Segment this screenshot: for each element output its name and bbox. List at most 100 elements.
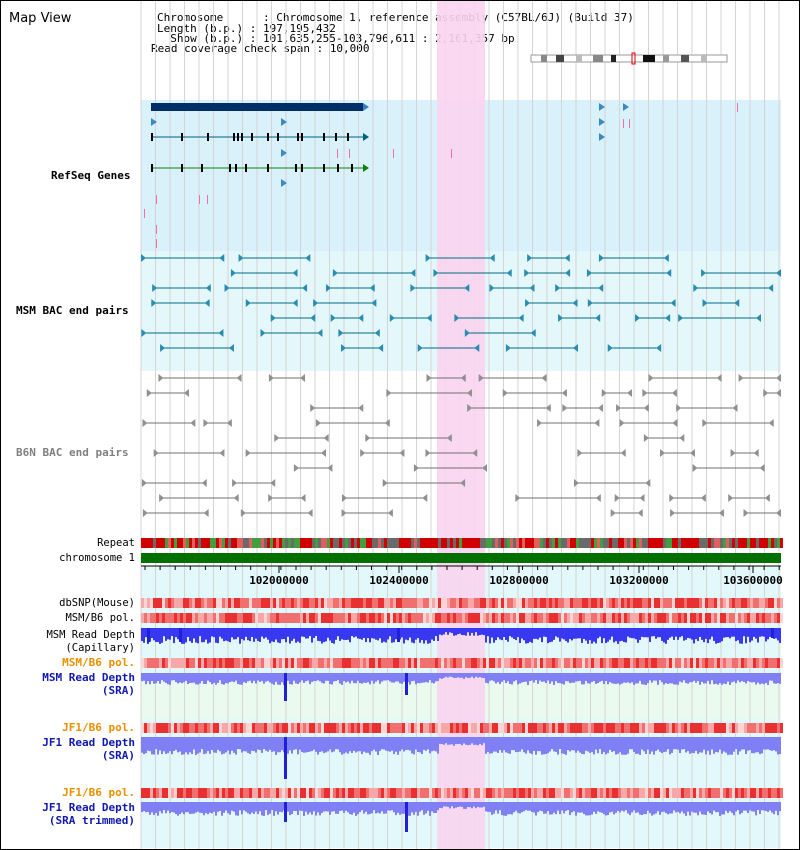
msm-b6-pol-2-heat-cell bbox=[213, 658, 216, 668]
msm-depth-capillary-bar bbox=[289, 628, 291, 644]
jf1-b6-pol-heat-cell bbox=[384, 723, 387, 733]
msm-b6-pol-2-heat-cell bbox=[705, 658, 708, 668]
msm-b6-pol-2-heat-cell bbox=[438, 658, 441, 668]
msm-depth-capillary-bar bbox=[717, 628, 719, 643]
jf1-depth-trimmed-bar bbox=[367, 802, 369, 815]
msm-b6-pol-2-heat-cell bbox=[330, 658, 333, 668]
dbsnp-heat-cell bbox=[771, 598, 774, 608]
msm-b6-pol-heat-cell bbox=[294, 613, 297, 623]
msm-b6-pol-heat-cell bbox=[552, 613, 555, 623]
track-label-refseq[interactable]: RefSeq Genes bbox=[51, 169, 131, 182]
msm-b6-pol-2-heat-cell bbox=[165, 658, 168, 668]
jf1-b6-pol-heat-cell bbox=[270, 723, 273, 733]
repeat-segment bbox=[210, 538, 213, 548]
track-label-jf1-depth-sra-sub[interactable]: (SRA) bbox=[101, 749, 135, 762]
jf1-b6-pol-heat-cell bbox=[336, 723, 339, 733]
jf1-b6-pol-2-heat-cell bbox=[738, 788, 741, 798]
jf1-b6-pol-heat-cell bbox=[165, 723, 168, 733]
repeat-segment bbox=[585, 538, 588, 548]
msm-depth-sra-bar bbox=[625, 673, 627, 683]
msm-depth-sra-bar bbox=[211, 673, 213, 685]
jf1-depth-trimmed-bar bbox=[475, 802, 477, 809]
msm-depth-sra-bar bbox=[661, 673, 663, 683]
jf1-b6-pol-heat-cell bbox=[192, 723, 195, 733]
jf1-depth-sra-bar bbox=[733, 737, 735, 752]
jf1-depth-trimmed-bar bbox=[355, 802, 357, 816]
msm-b6-pol-heat-cell bbox=[213, 613, 216, 623]
b6n-bac-end-marker bbox=[232, 479, 238, 487]
dbsnp-heat-cell bbox=[708, 598, 711, 608]
msm-depth-capillary-bar bbox=[213, 628, 215, 638]
msm-b6-pol-2-heat-cell bbox=[405, 658, 408, 668]
msm-depth-capillary-bar bbox=[525, 628, 527, 644]
msm-b6-pol-2-heat-cell bbox=[675, 658, 678, 668]
msm-depth-capillary-bar bbox=[141, 628, 143, 641]
msm-depth-sra-bar bbox=[701, 673, 703, 682]
jf1-b6-pol-heat-cell bbox=[678, 723, 681, 733]
jf1-depth-sra-bar bbox=[521, 737, 523, 750]
track-label-msm-depth-sra[interactable]: MSM Read Depth bbox=[42, 671, 135, 684]
msm-b6-pol-2-heat-cell bbox=[537, 658, 540, 668]
msm-b6-pol-heat-cell bbox=[612, 613, 615, 623]
msm-depth-capillary-bar bbox=[161, 628, 163, 643]
msm-depth-capillary-bar bbox=[737, 628, 739, 641]
msm-b6-pol-2-heat-cell bbox=[468, 658, 471, 668]
track-label-msm-b6-pol-2[interactable]: MSM/B6 pol. bbox=[62, 656, 135, 669]
jf1-b6-pol-2-heat-cell bbox=[693, 788, 696, 798]
dbsnp-heat-cell bbox=[342, 598, 345, 608]
jf1-b6-pol-2-heat-cell bbox=[150, 788, 153, 798]
msm-b6-pol-2-heat-cell bbox=[309, 658, 312, 668]
jf1-depth-trimmed-bar bbox=[617, 802, 619, 811]
track-label-b6n-bac[interactable]: B6N BAC end pairs bbox=[16, 446, 129, 459]
track-label-jf1-depth-sra[interactable]: JF1 Read Depth bbox=[42, 736, 135, 749]
repeat-segment bbox=[525, 538, 528, 548]
msm-depth-sra-bar bbox=[751, 673, 753, 683]
jf1-depth-trimmed-bar bbox=[743, 802, 745, 811]
jf1-b6-pol-heat-cell bbox=[309, 723, 312, 733]
track-label-jf1-b6-pol-1[interactable]: JF1/B6 pol. bbox=[62, 721, 135, 734]
msm-depth-capillary-bar bbox=[233, 628, 235, 640]
jf1-depth-trimmed-bar bbox=[477, 802, 479, 807]
msm-depth-capillary-bar bbox=[197, 628, 199, 644]
jf1-depth-trimmed-bar bbox=[643, 802, 645, 815]
msm-depth-sra-bar bbox=[379, 673, 381, 684]
jf1-b6-pol-heat-cell bbox=[144, 723, 147, 733]
jf1-b6-pol-2-heat-cell bbox=[723, 788, 726, 798]
jf1-b6-pol-heat-cell bbox=[327, 723, 330, 733]
jf1-depth-sra-bar bbox=[651, 737, 653, 752]
jf1-b6-pol-heat-cell bbox=[279, 723, 282, 733]
dbsnp-heat-cell bbox=[747, 598, 750, 608]
jf1-b6-pol-heat-cell bbox=[198, 723, 201, 733]
jf1-depth-sra-bar bbox=[569, 737, 571, 752]
msm-depth-sra-bar bbox=[227, 673, 229, 684]
track-label-jf1-b6-pol-2[interactable]: JF1/B6 pol. bbox=[62, 786, 135, 799]
msm-depth-sra-bar bbox=[515, 673, 517, 681]
dbsnp-heat-cell bbox=[645, 598, 648, 608]
jf1-depth-trimmed-bar bbox=[615, 802, 617, 813]
msm-bac-end-marker bbox=[292, 299, 298, 307]
msm-bac-end-marker bbox=[527, 254, 533, 262]
dbsnp-heat-cell bbox=[555, 598, 558, 608]
msm-bac-end-marker bbox=[330, 314, 336, 322]
jf1-depth-sra-bar bbox=[307, 737, 309, 753]
jf1-b6-pol-2-heat-cell bbox=[768, 788, 771, 798]
msm-b6-pol-2-heat-cell bbox=[201, 658, 204, 668]
b6n-bac-end-marker bbox=[358, 404, 364, 412]
jf1-b6-pol-2-heat-cell bbox=[357, 788, 360, 798]
jf1-depth-trimmed-bar bbox=[623, 802, 625, 812]
msm-bac-end-marker bbox=[598, 284, 604, 292]
track-label-msm-depth-sra-sub[interactable]: (SRA) bbox=[101, 684, 135, 697]
msm-b6-pol-2-heat-cell bbox=[381, 658, 384, 668]
msm-b6-pol-heat-cell bbox=[723, 613, 726, 623]
jf1-b6-pol-2-heat-cell bbox=[621, 788, 624, 798]
jf1-b6-pol-heat-cell bbox=[561, 723, 564, 733]
track-label-msm-bac[interactable]: MSM BAC end pairs bbox=[16, 304, 129, 317]
track-label-jf1-depth-trim[interactable]: JF1 Read Depth bbox=[42, 801, 135, 814]
jf1-b6-pol-heat-cell bbox=[645, 723, 648, 733]
repeat-segment bbox=[639, 538, 642, 548]
jf1-depth-sra-bar bbox=[333, 737, 335, 752]
track-label-jf1-depth-trim-sub[interactable]: (SRA trimmed) bbox=[48, 814, 135, 827]
repeat-segment bbox=[642, 538, 645, 548]
jf1-depth-sra-bar bbox=[715, 737, 717, 753]
